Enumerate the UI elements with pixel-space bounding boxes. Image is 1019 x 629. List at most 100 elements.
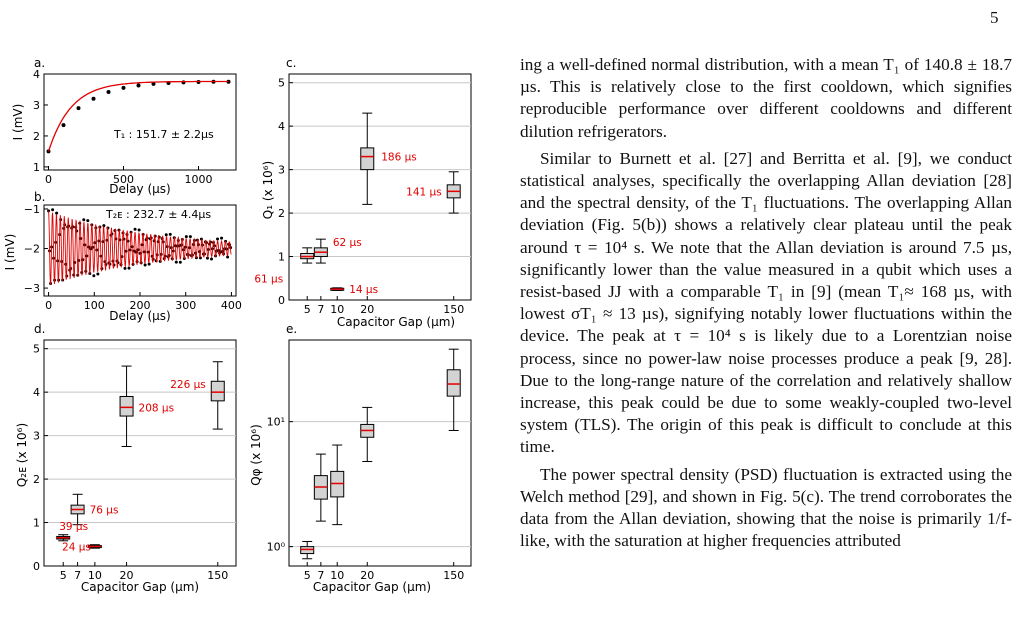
a-ytick-label: 1 <box>33 161 40 174</box>
ytick-label: 2 <box>33 473 40 486</box>
box-iqr <box>119 396 134 417</box>
box-label: 141 μs <box>406 186 442 198</box>
panel-e-label: e. <box>286 322 297 336</box>
xtick-label: 20 <box>120 569 134 582</box>
ytick-label: 5 <box>278 77 285 90</box>
xtick-label: 7 <box>317 303 324 316</box>
a-ytick-label: 3 <box>33 99 40 112</box>
a-data-point <box>136 83 141 88</box>
a-data-point <box>121 85 126 90</box>
a-fit-line <box>47 80 229 152</box>
b-fit-line <box>48 210 232 285</box>
xtick-label: 10 <box>330 569 344 582</box>
ytick-label: 0 <box>278 294 285 307</box>
panel-b-echo: b. −1 −2 −3 0 100 200 300 400 T₂ᴇ : 232.7 ± 4.… <box>3 190 242 323</box>
b-ytick-label: −2 <box>24 243 40 256</box>
b-data-point <box>86 219 90 223</box>
box-label: 226 μs <box>170 379 206 391</box>
panel-b-xlabel: Delay (μs) <box>109 309 170 323</box>
ytick-label: 4 <box>278 120 285 133</box>
b-data-point <box>92 274 96 278</box>
b-data-point <box>143 263 147 267</box>
b-data-point <box>96 272 100 276</box>
b-data-point <box>209 257 213 261</box>
b-data-point <box>82 218 86 222</box>
box-label: 61 μs <box>254 274 283 286</box>
ytick-label: 2 <box>278 207 285 220</box>
xtick-label: 5 <box>304 569 311 582</box>
panel-b-label: b. <box>34 190 45 204</box>
panel-c-label: c. <box>286 56 296 70</box>
b-data-point <box>188 235 192 239</box>
panel-c-ylabel: Q₁ (x 10⁶) <box>261 161 275 219</box>
panel-a-relaxation: a. 1 2 3 4 0 500 1000 T₁ : 151.7 ± 2.2μs Dela… <box>11 56 237 196</box>
box-label: 62 μs <box>333 237 362 249</box>
b-data-point <box>205 256 209 260</box>
b-data-point <box>178 260 182 264</box>
panel-a-annotation: T₁ : 151.7 ± 2.2μs <box>113 128 214 141</box>
b-data-point <box>51 208 55 212</box>
b-data-point <box>184 235 188 239</box>
a-data-point <box>91 96 96 101</box>
box-label: 39 μs <box>59 521 88 533</box>
ytick-label: 3 <box>278 164 285 177</box>
xtick-label: 10 <box>88 569 102 582</box>
a-ytick-label: 4 <box>33 68 40 81</box>
panel-d-label: d. <box>34 322 45 336</box>
panel-e-xlabel: Capacitor Gap (μm) <box>313 580 431 594</box>
xtick-label: 7 <box>317 569 324 582</box>
b-data-point <box>127 266 131 270</box>
b-xtick-label: 200 <box>130 299 151 312</box>
xtick-label: 7 <box>74 569 81 582</box>
panel-d-ylabel: Q₂ᴇ (x 10⁶) <box>15 423 29 487</box>
b-ytick-label: −1 <box>24 203 40 216</box>
panel-a-label: a. <box>34 56 45 70</box>
panel-e-qphi-boxplot: e. 10⁰ 10¹ 5 7 10 20 150 Capacitor Gap (μm) Qφ… <box>249 322 472 594</box>
paragraph-3: The power spectral density (PSD) fluctua… <box>520 464 1012 551</box>
b-data-point <box>220 236 224 240</box>
b-ytick-label: −3 <box>24 282 40 295</box>
a-xtick-label: 0 <box>45 173 52 186</box>
xtick-label: 5 <box>304 303 311 316</box>
xtick-label: 150 <box>207 569 228 582</box>
xtick-label: 150 <box>443 569 464 582</box>
body-text-column: ing a well-defined normal distribution, … <box>520 54 1012 552</box>
ytick-label: 3 <box>33 430 40 443</box>
panel-d-xlabel: Capacitor Gap (μm) <box>81 580 199 594</box>
a-xtick-label: 500 <box>113 173 134 186</box>
b-data-point <box>133 227 137 231</box>
ytick-label: 10⁰ <box>267 541 286 554</box>
a-data-point <box>151 81 156 86</box>
b-xtick-label: 100 <box>84 299 105 312</box>
xtick-label: 20 <box>360 303 374 316</box>
a-data-point <box>106 89 111 94</box>
paragraph-1: ing a well-defined normal distribution, … <box>520 55 1012 141</box>
box-iqr <box>446 369 461 397</box>
a-data-point <box>76 106 81 111</box>
box-label: 208 μs <box>139 402 175 414</box>
b-data-point <box>123 266 127 270</box>
b-data-point <box>147 262 151 266</box>
panel-c-xlabel: Capacitor Gap (μm) <box>337 315 455 329</box>
b-xtick-label: 0 <box>45 299 52 312</box>
b-data-point <box>216 237 220 241</box>
ytick-label: 5 <box>33 343 40 356</box>
box-label: 186 μs <box>381 152 417 164</box>
page-number: 5 <box>990 8 999 27</box>
b-data-point <box>168 232 172 236</box>
b-xtick-label: 300 <box>175 299 196 312</box>
box-iqr <box>360 147 375 171</box>
a-xtick-label: 1000 <box>185 173 213 186</box>
box-label: 76 μs <box>90 505 119 517</box>
panel-b-annotation: T₂ᴇ : 232.7 ± 4.4μs <box>105 208 211 221</box>
panel-a-xlabel: Delay (μs) <box>109 182 170 196</box>
paragraph-2: Similar to Burnett et al. [27] and Berri… <box>520 148 1012 457</box>
b-data-point <box>137 228 141 232</box>
xtick-label: 5 <box>60 569 67 582</box>
xtick-label: 10 <box>330 303 344 316</box>
panel-b-ylabel: I (mV) <box>3 234 17 271</box>
b-data-point <box>226 255 230 259</box>
